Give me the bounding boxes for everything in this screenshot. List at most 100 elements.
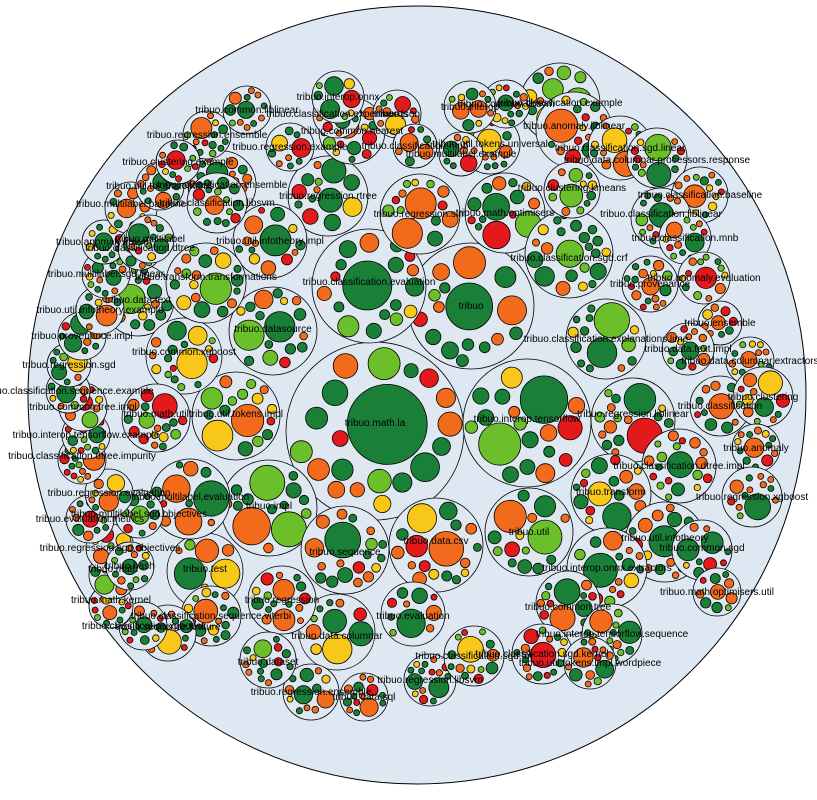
class-bubble[interactable] bbox=[500, 160, 508, 168]
class-bubble[interactable] bbox=[699, 176, 709, 186]
class-bubble[interactable] bbox=[249, 654, 257, 661]
class-bubble[interactable] bbox=[461, 671, 470, 680]
class-bubble[interactable] bbox=[113, 189, 122, 198]
class-bubble[interactable] bbox=[72, 513, 80, 522]
class-bubble[interactable] bbox=[522, 656, 529, 664]
class-bubble[interactable] bbox=[260, 260, 277, 276]
class-bubble[interactable] bbox=[437, 185, 450, 198]
class-bubble[interactable] bbox=[428, 568, 440, 580]
class-bubble[interactable] bbox=[617, 364, 626, 372]
class-bubble[interactable] bbox=[285, 601, 293, 608]
package-group[interactable] bbox=[379, 173, 461, 255]
package-group[interactable] bbox=[570, 453, 652, 535]
class-bubble[interactable] bbox=[425, 328, 442, 346]
class-bubble[interactable] bbox=[559, 183, 584, 208]
class-bubble[interactable] bbox=[91, 446, 100, 455]
class-bubble[interactable] bbox=[591, 645, 599, 653]
class-bubble[interactable] bbox=[212, 635, 220, 643]
class-bubble[interactable] bbox=[162, 474, 191, 503]
class-bubble[interactable] bbox=[497, 94, 515, 112]
class-bubble[interactable] bbox=[174, 507, 203, 536]
class-bubble[interactable] bbox=[198, 254, 213, 268]
class-bubble[interactable] bbox=[534, 266, 555, 287]
class-bubble[interactable] bbox=[508, 405, 521, 418]
class-bubble[interactable] bbox=[689, 522, 699, 532]
class-bubble[interactable] bbox=[331, 458, 354, 481]
class-bubble[interactable] bbox=[573, 647, 594, 668]
class-bubble[interactable] bbox=[82, 510, 99, 528]
class-bubble[interactable] bbox=[580, 592, 587, 599]
class-bubble[interactable] bbox=[87, 281, 95, 288]
class-bubble[interactable] bbox=[243, 124, 251, 131]
class-bubble[interactable] bbox=[606, 637, 614, 644]
class-bubble[interactable] bbox=[691, 328, 698, 335]
class-bubble[interactable] bbox=[107, 542, 115, 550]
class-bubble[interactable] bbox=[152, 393, 178, 419]
class-bubble[interactable] bbox=[601, 127, 628, 153]
class-bubble[interactable] bbox=[258, 206, 266, 214]
class-bubble[interactable] bbox=[625, 646, 635, 655]
class-bubble[interactable] bbox=[728, 359, 737, 368]
package-group[interactable] bbox=[443, 625, 505, 687]
class-bubble[interactable] bbox=[322, 121, 333, 133]
package-group[interactable] bbox=[300, 505, 390, 595]
class-bubble[interactable] bbox=[194, 380, 202, 389]
package-group[interactable] bbox=[311, 70, 365, 124]
class-bubble[interactable] bbox=[185, 499, 193, 508]
class-bubble[interactable] bbox=[708, 393, 735, 420]
class-bubble[interactable] bbox=[196, 181, 203, 189]
class-bubble[interactable] bbox=[138, 262, 146, 269]
class-bubble[interactable] bbox=[359, 673, 367, 681]
class-bubble[interactable] bbox=[761, 454, 774, 467]
class-bubble[interactable] bbox=[586, 337, 618, 368]
class-bubble[interactable] bbox=[366, 684, 379, 697]
class-bubble[interactable] bbox=[114, 547, 124, 556]
class-bubble[interactable] bbox=[666, 244, 674, 252]
class-bubble[interactable] bbox=[316, 605, 324, 613]
class-bubble[interactable] bbox=[653, 193, 663, 203]
class-bubble[interactable] bbox=[126, 544, 134, 553]
package-group[interactable] bbox=[438, 131, 484, 177]
class-bubble[interactable] bbox=[249, 464, 286, 501]
class-bubble[interactable] bbox=[192, 188, 205, 201]
class-bubble[interactable] bbox=[237, 101, 256, 119]
class-bubble[interactable] bbox=[149, 233, 157, 241]
class-bubble[interactable] bbox=[723, 578, 735, 589]
class-bubble[interactable] bbox=[181, 253, 192, 264]
class-bubble[interactable] bbox=[331, 430, 349, 447]
class-bubble[interactable] bbox=[310, 643, 322, 655]
class-bubble[interactable] bbox=[284, 343, 296, 355]
class-bubble[interactable] bbox=[588, 591, 597, 601]
class-bubble[interactable] bbox=[114, 219, 123, 229]
class-bubble[interactable] bbox=[748, 340, 757, 348]
class-bubble[interactable] bbox=[294, 200, 303, 209]
class-bubble[interactable] bbox=[184, 539, 196, 551]
class-bubble[interactable] bbox=[546, 554, 557, 565]
class-bubble[interactable] bbox=[576, 206, 585, 215]
class-bubble[interactable] bbox=[245, 668, 253, 676]
class-bubble[interactable] bbox=[275, 571, 284, 579]
class-bubble[interactable] bbox=[451, 575, 462, 585]
class-bubble[interactable] bbox=[418, 560, 431, 572]
class-bubble[interactable] bbox=[337, 567, 354, 583]
class-bubble[interactable] bbox=[295, 157, 303, 165]
class-bubble[interactable] bbox=[520, 643, 531, 653]
class-bubble[interactable] bbox=[335, 129, 343, 137]
class-bubble[interactable] bbox=[479, 215, 487, 223]
class-bubble[interactable] bbox=[246, 378, 257, 389]
class-bubble[interactable] bbox=[320, 99, 341, 119]
class-bubble[interactable] bbox=[491, 162, 499, 170]
class-bubble[interactable] bbox=[445, 282, 494, 331]
class-bubble[interactable] bbox=[554, 633, 562, 641]
class-bubble[interactable] bbox=[251, 597, 264, 610]
class-bubble[interactable] bbox=[51, 364, 67, 381]
class-bubble[interactable] bbox=[561, 206, 571, 216]
class-bubble[interactable] bbox=[544, 582, 553, 591]
class-bubble[interactable] bbox=[685, 333, 693, 341]
class-bubble[interactable] bbox=[644, 192, 651, 200]
class-bubble[interactable] bbox=[740, 351, 758, 368]
class-bubble[interactable] bbox=[112, 570, 119, 578]
class-bubble[interactable] bbox=[457, 635, 484, 663]
class-bubble[interactable] bbox=[216, 305, 229, 318]
class-bubble[interactable] bbox=[191, 270, 202, 280]
